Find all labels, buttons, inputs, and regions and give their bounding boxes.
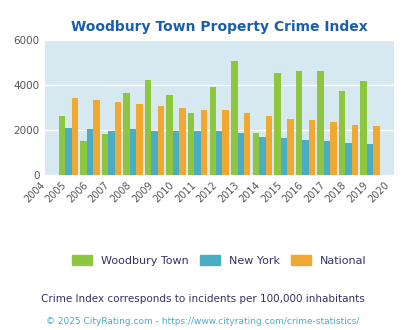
Bar — [286, 118, 293, 175]
Bar — [65, 128, 71, 175]
Text: © 2025 CityRating.com - https://www.cityrating.com/crime-statistics/: © 2025 CityRating.com - https://www.city… — [46, 317, 359, 326]
Title: Woodbury Town Property Crime Index: Woodbury Town Property Crime Index — [71, 20, 367, 34]
Bar — [123, 93, 130, 175]
Legend: Woodbury Town, New York, National: Woodbury Town, New York, National — [68, 251, 370, 271]
Bar — [166, 95, 173, 175]
Bar — [258, 137, 265, 175]
Bar — [301, 140, 308, 175]
Bar — [136, 104, 143, 175]
Bar — [200, 110, 207, 175]
Bar — [360, 81, 366, 175]
Bar — [295, 71, 301, 175]
Bar — [71, 98, 78, 175]
Bar — [194, 131, 200, 175]
Bar — [252, 133, 258, 175]
Bar — [280, 138, 286, 175]
Bar — [215, 131, 222, 175]
Bar — [87, 129, 93, 175]
Bar — [222, 110, 228, 175]
Bar — [345, 143, 351, 175]
Bar — [273, 74, 280, 175]
Bar — [102, 134, 108, 175]
Bar — [351, 125, 357, 175]
Bar — [108, 131, 115, 175]
Bar — [59, 116, 65, 175]
Bar — [209, 87, 215, 175]
Bar — [329, 122, 336, 175]
Bar — [115, 102, 121, 175]
Bar — [323, 141, 329, 175]
Bar — [173, 131, 179, 175]
Bar — [179, 108, 185, 175]
Bar — [93, 100, 99, 175]
Bar — [145, 80, 151, 175]
Bar — [151, 131, 158, 175]
Bar — [188, 113, 194, 175]
Bar — [265, 116, 271, 175]
Bar — [230, 61, 237, 175]
Bar — [308, 120, 314, 175]
Bar — [338, 91, 345, 175]
Bar — [80, 141, 87, 175]
Bar — [237, 133, 243, 175]
Bar — [158, 106, 164, 175]
Bar — [366, 145, 373, 175]
Bar — [243, 113, 250, 175]
Bar — [373, 126, 379, 175]
Bar — [317, 71, 323, 175]
Text: Crime Index corresponds to incidents per 100,000 inhabitants: Crime Index corresponds to incidents per… — [41, 294, 364, 304]
Bar — [130, 129, 136, 175]
